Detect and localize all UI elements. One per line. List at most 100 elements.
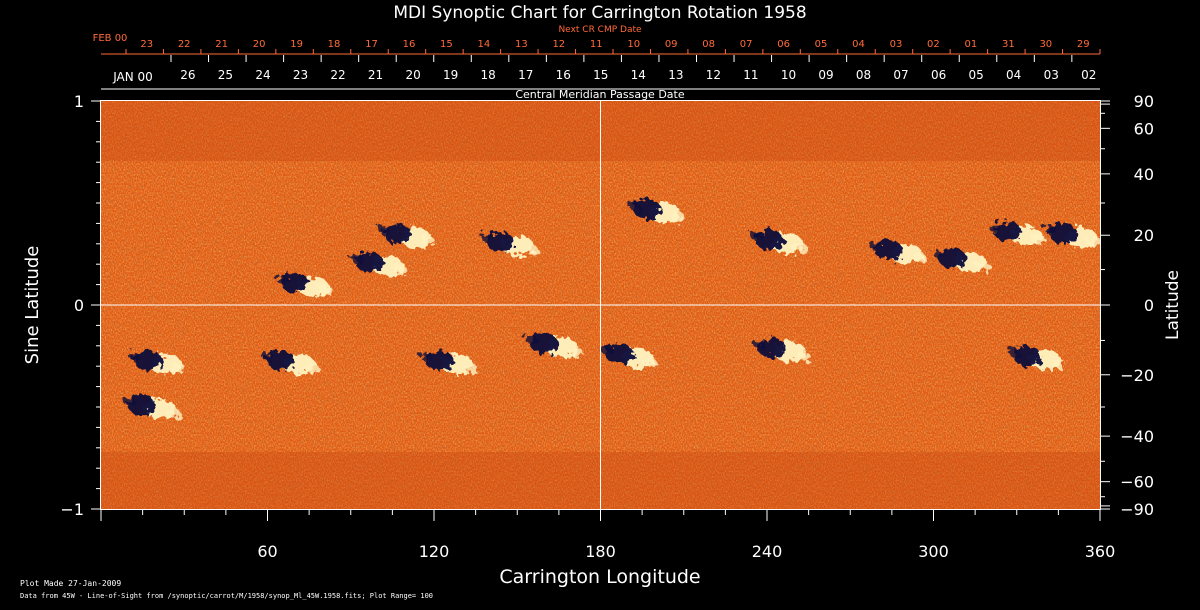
red-tick-label: 16 <box>403 39 416 50</box>
negative-polarity-fragment <box>1044 225 1057 234</box>
negative-polarity-patch <box>133 350 162 371</box>
negative-polarity-patch <box>605 344 634 364</box>
red-tick-label: 01 <box>965 39 978 50</box>
active-region <box>869 239 927 264</box>
negative-polarity-patch <box>757 337 786 358</box>
cmp-tick-label: 19 <box>443 68 458 82</box>
negative-polarity-fragment <box>750 231 763 240</box>
positive-polarity-fragment <box>318 285 333 296</box>
red-tick-label: 14 <box>478 39 491 50</box>
y-axis-right-label: Latitude <box>1163 270 1183 340</box>
negative-polarity-fragment <box>128 352 141 361</box>
footer-plot-made: Plot Made 27-Jan-2009 <box>20 579 122 588</box>
active-region <box>752 337 810 362</box>
x-tick-label: 360 <box>1085 542 1116 561</box>
y-right-tick-label: 0 <box>1144 296 1154 315</box>
positive-polarity-fragment <box>462 363 477 374</box>
negative-polarity-patch <box>485 231 514 252</box>
y-axis-left: 1 0 −1 <box>60 92 101 519</box>
y-right-tick-label: 60 <box>1134 119 1154 138</box>
y-axis-left-label: Sine Latitude <box>22 246 43 365</box>
active-region <box>628 199 685 224</box>
positive-polarity-fragment <box>912 252 927 263</box>
red-tick-label: 04 <box>852 39 865 50</box>
red-tick-label: 06 <box>777 39 790 50</box>
y-left-tick-label: 1 <box>74 92 84 111</box>
negative-polarity-fragment <box>525 335 538 344</box>
negative-polarity-fragment <box>480 233 493 242</box>
red-tick-label: 02 <box>927 39 940 50</box>
cmp-tick-label: 20 <box>405 68 420 82</box>
active-region <box>378 223 436 248</box>
x-tick-label: 60 <box>257 542 277 561</box>
next-cr-axis-title: Next CR CMP Date <box>558 25 642 35</box>
y-right-tick-label: −20 <box>1120 366 1154 385</box>
positive-polarity-fragment <box>523 244 538 255</box>
chart-title: MDI Synoptic Chart for Carrington Rotati… <box>393 3 806 23</box>
y-right-tick-label: 40 <box>1134 165 1154 184</box>
positive-polarity-fragment <box>171 363 186 374</box>
negative-polarity-fragment <box>378 225 391 234</box>
active-region <box>128 350 186 375</box>
active-region <box>275 272 333 297</box>
active-region <box>122 395 180 419</box>
negative-polarity-patch <box>424 350 453 371</box>
active-region <box>419 350 477 375</box>
cmp-tick-label: 22 <box>330 68 345 82</box>
cmp-tick-label: 06 <box>931 68 946 82</box>
positive-polarity-fragment <box>165 408 180 418</box>
active-region <box>988 221 1046 246</box>
negative-polarity-patch <box>1013 346 1042 367</box>
red-tick-label: 29 <box>1077 39 1090 50</box>
active-region <box>600 344 658 368</box>
red-tick-label: 11 <box>590 39 603 50</box>
cmp-tick-label: 17 <box>518 68 533 82</box>
top-axis-next-cr: Next CR CMP Date FEB 00 23 22 21 20 19 18 17 16… <box>93 25 1101 55</box>
y-left-tick-label: 0 <box>74 296 84 315</box>
cmp-tick-label: 07 <box>893 68 908 82</box>
negative-polarity-fragment <box>933 250 946 259</box>
red-tick-label: 07 <box>740 39 753 50</box>
positive-polarity-fragment <box>976 261 991 272</box>
cmp-tick-label: 18 <box>481 68 496 82</box>
y-right-tick-label: −40 <box>1120 427 1154 446</box>
positive-polarity-fragment <box>1051 359 1066 370</box>
cmp-tick-label: 16 <box>556 68 571 82</box>
negative-polarity-fragment <box>419 352 432 361</box>
negative-polarity-fragment <box>988 223 1001 232</box>
cmp-tick-label: 05 <box>968 68 983 82</box>
cmp-tick-label: 03 <box>1044 68 1059 82</box>
negative-polarity-fragment <box>275 274 288 283</box>
positive-polarity-fragment <box>393 265 408 276</box>
cmp-tick-label: 08 <box>856 68 871 82</box>
negative-polarity-fragment <box>600 346 613 354</box>
y-right-tick-label: 90 <box>1134 92 1154 111</box>
cmp-start-label: JAN 00 <box>112 70 153 84</box>
negative-polarity-patch <box>355 252 384 273</box>
red-tick-label: 21 <box>215 39 228 50</box>
red-tick-label: 10 <box>627 39 640 50</box>
active-region <box>350 252 408 277</box>
red-tick-label: 15 <box>440 39 453 50</box>
negative-polarity-fragment <box>122 397 135 405</box>
negative-polarity-patch <box>383 223 412 244</box>
red-tick-label: 30 <box>1039 39 1052 50</box>
x-axis: 60 120 180 240 300 360 <box>100 509 1116 561</box>
active-region <box>525 333 583 358</box>
cmp-tick-label: 15 <box>593 68 608 82</box>
red-tick-label: 05 <box>815 39 828 50</box>
x-axis-label: Carrington Longitude <box>499 566 700 588</box>
red-tick-label: 19 <box>290 39 303 50</box>
positive-polarity-fragment <box>643 357 658 367</box>
y-right-tick-label: −60 <box>1120 473 1154 492</box>
cmp-axis-title: Central Meridian Passage Date <box>515 88 684 101</box>
red-tick-label: 18 <box>328 39 341 50</box>
negative-polarity-fragment <box>628 201 640 210</box>
footer-data-source: Data from 45W - Line-of-Sight from /syno… <box>20 592 434 600</box>
cmp-tick-label: 26 <box>180 68 195 82</box>
red-tick-label: 03 <box>890 39 903 50</box>
positive-polarity-fragment <box>793 242 808 253</box>
active-region <box>480 231 538 256</box>
active-region <box>1044 223 1100 248</box>
